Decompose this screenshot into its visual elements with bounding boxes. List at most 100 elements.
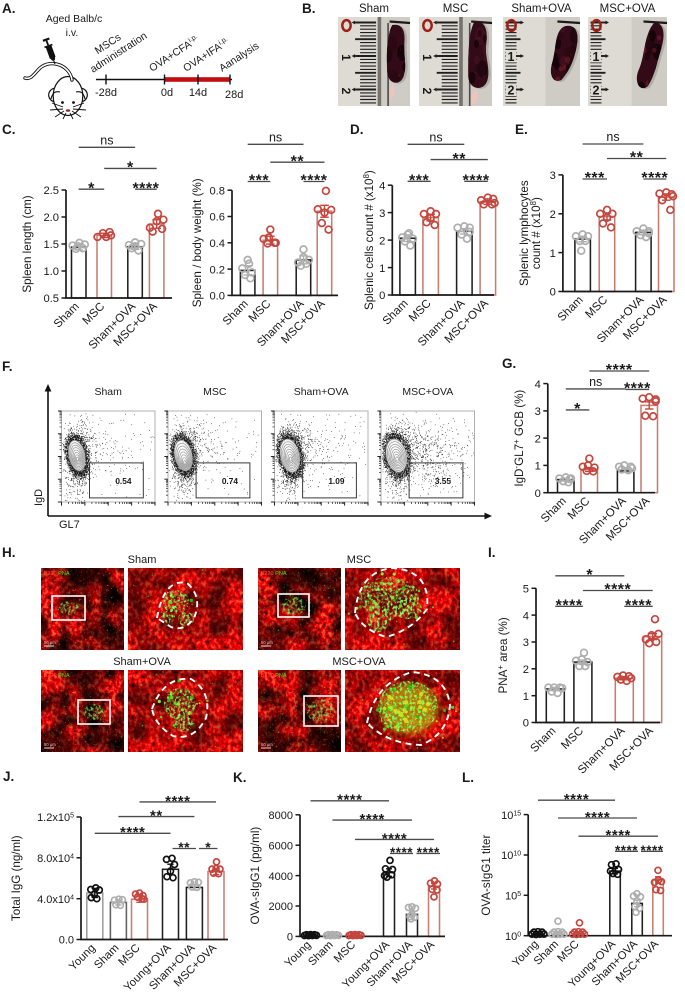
svg-text:0.8: 0.8 — [209, 185, 225, 197]
svg-text:**: ** — [150, 808, 163, 825]
svg-text:2: 2 — [379, 235, 385, 247]
svg-text:*: * — [586, 567, 593, 584]
svg-text:D.: D. — [350, 122, 364, 137]
svg-text:IgD-GL7+ GCB (%): IgD-GL7+ GCB (%) — [512, 390, 526, 487]
svg-text:****: **** — [624, 381, 651, 398]
svg-text:100: 100 — [505, 931, 521, 943]
svg-text:105: 105 — [505, 891, 521, 903]
svg-text:5: 5 — [523, 584, 529, 596]
svg-text:B.: B. — [302, 1, 316, 16]
svg-text:Splenic cells count # (x108): Splenic cells count # (x108) — [362, 170, 376, 310]
svg-text:4: 4 — [523, 610, 529, 622]
svg-text:*: * — [127, 160, 134, 177]
svg-text:PNA+ area (%): PNA+ area (%) — [496, 617, 510, 693]
svg-text:3: 3 — [550, 170, 556, 182]
svg-text:2.5: 2.5 — [43, 185, 59, 197]
svg-text:B220 PNA: B220 PNA — [261, 673, 287, 679]
svg-text:0.6: 0.6 — [209, 212, 225, 224]
svg-text:****: **** — [556, 598, 583, 615]
svg-text:C.: C. — [2, 122, 16, 137]
svg-text:50 μm: 50 μm — [261, 640, 273, 645]
svg-text:****: **** — [585, 809, 610, 826]
svg-text:3: 3 — [523, 637, 529, 649]
svg-text:0.54: 0.54 — [115, 476, 132, 486]
svg-text:1.2x105: 1.2x105 — [37, 812, 74, 824]
svg-text:count # (x108): count # (x108) — [529, 197, 543, 269]
svg-text:****: **** — [615, 843, 638, 858]
svg-text:MSC: MSC — [203, 386, 227, 398]
svg-text:****: **** — [463, 173, 490, 190]
svg-text:3: 3 — [535, 406, 541, 418]
svg-text:Sham: Sham — [359, 3, 389, 15]
svg-text:1.5: 1.5 — [43, 239, 59, 251]
svg-text:4000: 4000 — [269, 871, 293, 883]
svg-text:****: **** — [640, 843, 663, 858]
svg-text:****: **** — [382, 830, 407, 847]
svg-text:2.0: 2.0 — [43, 212, 59, 224]
svg-text:Sham: Sham — [128, 554, 157, 566]
svg-text:4: 4 — [379, 180, 385, 192]
svg-text:3.55: 3.55 — [435, 476, 452, 486]
svg-text:0.5: 0.5 — [43, 293, 59, 305]
svg-text:*: * — [574, 401, 581, 418]
svg-text:GL7: GL7 — [59, 519, 80, 531]
svg-text:2: 2 — [420, 88, 434, 95]
svg-text:Spleen / body weight (%): Spleen / body weight (%) — [191, 178, 204, 307]
svg-text:IgD: IgD — [33, 489, 45, 506]
svg-text:****: **** — [606, 362, 633, 379]
svg-text:14d: 14d — [189, 87, 207, 99]
svg-text:Sham+OVA: Sham+OVA — [511, 3, 572, 15]
svg-text:F.: F. — [2, 359, 13, 374]
svg-text:4.0x104: 4.0x104 — [37, 894, 74, 906]
svg-text:0.4: 0.4 — [209, 238, 225, 250]
svg-text:0.74: 0.74 — [222, 476, 239, 486]
svg-text:2: 2 — [550, 209, 556, 221]
svg-text:OVA-sIgG1 titer: OVA-sIgG1 titer — [480, 835, 493, 916]
svg-text:****: **** — [165, 793, 190, 810]
svg-text:Sham+OVA: Sham+OVA — [113, 656, 171, 668]
svg-text:****: **** — [606, 827, 631, 844]
svg-text:0: 0 — [287, 932, 293, 944]
svg-text:8000: 8000 — [269, 810, 293, 822]
svg-text:I.: I. — [488, 545, 496, 560]
svg-text:2: 2 — [593, 84, 600, 98]
svg-text:4: 4 — [535, 379, 541, 391]
svg-text:****: **** — [417, 845, 440, 860]
svg-text:50 μm: 50 μm — [44, 742, 56, 747]
svg-text:2: 2 — [508, 84, 515, 98]
svg-text:L.: L. — [462, 770, 474, 785]
svg-text:**: ** — [291, 153, 305, 170]
svg-text:50 μm: 50 μm — [44, 640, 56, 645]
svg-text:B220 PNA: B220 PNA — [261, 571, 287, 577]
svg-text:****: **** — [132, 180, 159, 197]
svg-text:2: 2 — [339, 88, 353, 95]
svg-text:1: 1 — [508, 50, 515, 64]
svg-text:Sham+OVA: Sham+OVA — [294, 386, 349, 398]
svg-text:****: **** — [337, 792, 362, 809]
svg-text:0: 0 — [550, 287, 556, 299]
svg-text:H.: H. — [2, 545, 16, 560]
svg-text:****: **** — [604, 582, 631, 599]
svg-text:ns: ns — [429, 130, 442, 144]
svg-text:0.0: 0.0 — [209, 291, 225, 303]
svg-text:2: 2 — [535, 433, 541, 445]
svg-text:**: ** — [630, 150, 644, 167]
svg-text:1: 1 — [535, 461, 541, 473]
svg-text:0: 0 — [379, 290, 385, 302]
svg-text:0.2: 0.2 — [209, 264, 225, 276]
svg-text:*: * — [205, 839, 211, 855]
svg-text:1: 1 — [379, 263, 385, 275]
svg-text:****: **** — [120, 824, 145, 841]
svg-text:Splenic lymphocytes: Splenic lymphocytes — [518, 180, 531, 286]
svg-text:MSC: MSC — [347, 554, 372, 566]
svg-text:0: 0 — [535, 488, 541, 500]
svg-text:2000: 2000 — [269, 901, 293, 913]
svg-text:Total IgG (ng/ml): Total IgG (ng/ml) — [10, 835, 23, 921]
svg-text:Sham: Sham — [94, 386, 122, 398]
svg-text:B220 PNA: B220 PNA — [44, 571, 70, 577]
svg-text:***: *** — [585, 170, 605, 187]
svg-text:6000: 6000 — [269, 840, 293, 852]
svg-text:***: *** — [409, 173, 429, 190]
svg-text:MSC+OVA: MSC+OVA — [332, 656, 386, 668]
svg-text:1.09: 1.09 — [328, 476, 345, 486]
